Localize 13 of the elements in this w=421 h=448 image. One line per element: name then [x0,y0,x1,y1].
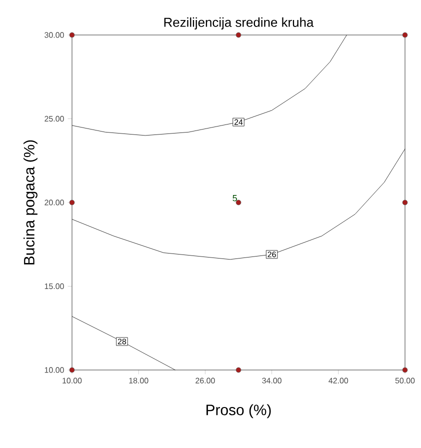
point [69,367,75,373]
point [402,32,408,38]
y-axis-title: Bucina pogaca (%) [24,140,38,264]
point [236,367,242,373]
point [236,32,242,38]
point [236,200,242,206]
point [69,32,75,38]
point [69,200,75,206]
point [402,367,408,373]
point [402,200,408,206]
chart-title: Rezilijencija sredine kruha [164,17,314,30]
x-axis-title: Proso (%) [206,404,271,418]
annotation: 5 [232,195,237,202]
